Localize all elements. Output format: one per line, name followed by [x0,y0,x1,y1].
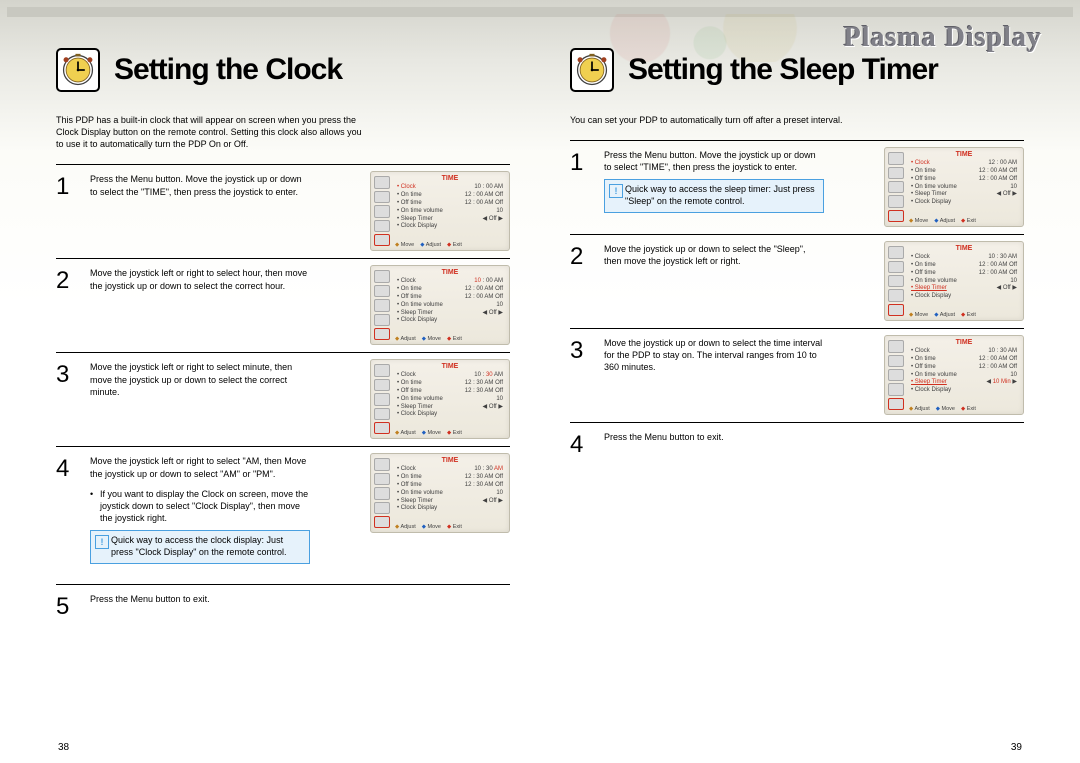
osd-screenshot: TIME• Clock10 : 00 AM• On time12 : 00 AM… [370,171,510,251]
page-spread: Setting the Clock This PDP has a built-in… [56,48,1024,737]
osd-screenshot: TIME• Clock10 : 30 AM• On time12 : 00 AM… [884,241,1024,321]
step-text: Move the joystick left or right to selec… [90,267,310,332]
tip-box: Quick way to access the clock display: J… [90,530,310,563]
step: 1Press the Menu button. Move the joystic… [56,164,510,258]
osd-screenshot: TIME• Clock10 : 00 AM• On time12 : 00 AM… [370,265,510,345]
step: 5 Press the Menu button to exit. [56,584,510,639]
step-text: Press the Menu button to exit. [604,431,824,457]
step: 2Move the joystick up or down to select … [570,234,1024,328]
page-number-right: 39 [1011,742,1022,753]
osd-footer: AdjustMoveExit [395,336,505,342]
step: 4Move the joystick left or right to sele… [56,446,510,583]
step-text: Move the joystick left or right to selec… [90,455,310,563]
osd-footer: MoveAdjustExit [909,218,1019,224]
osd-title: TIME [395,269,505,276]
steps-list: 1Press the Menu button. Move the joystic… [56,164,510,638]
osd-title: TIME [395,457,505,464]
steps-list: 1Press the Menu button. Move the joystic… [570,140,1024,477]
osd-footer: MoveAdjustExit [395,242,505,248]
section-header: Setting the Sleep Timer [570,48,1024,92]
step-number: 4 [56,455,78,563]
step-number: 3 [56,361,78,426]
osd-screenshot: TIME• Clock10 : 30 AM• On time12 : 00 AM… [884,335,1024,415]
osd-title: TIME [909,245,1019,252]
section-title: Setting the Clock [114,53,342,87]
section-header: Setting the Clock [56,48,510,92]
step: 1Press the Menu button. Move the joystic… [570,140,1024,234]
step-number: 4 [570,431,592,457]
osd-menu: TIME• Clock10 : 30 AM• On time12 : 00 AM… [907,242,1023,320]
step-text: Press the Menu button to exit. [90,593,310,619]
osd-icon-column [371,266,393,344]
osd-icon-column [371,360,393,438]
top-strip [7,7,1073,17]
step: 4 Press the Menu button to exit. [570,422,1024,477]
step: 3Move the joystick left or right to sele… [56,352,510,446]
step-text: Press the Menu button. Move the joystick… [90,173,310,238]
right-page: Setting the Sleep Timer You can set your … [570,48,1024,737]
osd-menu: TIME• Clock10 : 00 AM• On time12 : 00 AM… [393,172,509,250]
step: 2Move the joystick left or right to sele… [56,258,510,352]
osd-icon-column [371,454,393,532]
intro-text: You can set your PDP to automatically tu… [570,114,1024,126]
osd-menu: TIME• Clock10 : 30 AM• On time12 : 30 AM… [393,360,509,438]
osd-menu: TIME• Clock12 : 00 AM• On time12 : 00 AM… [907,148,1023,226]
osd-menu: TIME• Clock10 : 00 AM• On time12 : 00 AM… [393,266,509,344]
osd-screenshot: TIME• Clock12 : 00 AM• On time12 : 00 AM… [884,147,1024,227]
left-page: Setting the Clock This PDP has a built-in… [56,48,510,737]
clock-icon [56,48,100,92]
step-text: Move the joystick up or down to select t… [604,337,824,402]
step-number: 2 [56,267,78,332]
osd-menu: TIME• Clock10 : 30 AM• On time12 : 30 AM… [393,454,509,532]
osd-footer: AdjustMoveExit [395,430,505,436]
step-number: 5 [56,593,78,619]
tip-box: Quick way to access the sleep timer: Jus… [604,179,824,212]
osd-footer: MoveAdjustExit [909,312,1019,318]
intro-text: This PDP has a built-in clock that will … [56,114,510,150]
step-subnote: If you want to display the Clock on scre… [90,488,310,524]
step-number: 2 [570,243,592,308]
step-number: 1 [570,149,592,214]
osd-title: TIME [395,363,505,370]
osd-title: TIME [909,339,1019,346]
step-text: Move the joystick up or down to select t… [604,243,824,308]
osd-footer: AdjustMoveExit [909,406,1019,412]
clock-icon [570,48,614,92]
step: 3Move the joystick up or down to select … [570,328,1024,422]
step-number: 3 [570,337,592,402]
osd-footer: AdjustMoveExit [395,524,505,530]
osd-title: TIME [909,151,1019,158]
osd-screenshot: TIME• Clock10 : 30 AM• On time12 : 30 AM… [370,359,510,439]
osd-screenshot: TIME• Clock10 : 30 AM• On time12 : 30 AM… [370,453,510,533]
osd-title: TIME [395,175,505,182]
osd-icon-column [885,148,907,226]
page-number-left: 38 [58,742,69,753]
osd-icon-column [371,172,393,250]
step-text: Press the Menu button. Move the joystick… [604,149,824,214]
step-number: 1 [56,173,78,238]
step-text: Move the joystick left or right to selec… [90,361,310,426]
osd-menu: TIME• Clock10 : 30 AM• On time12 : 00 AM… [907,336,1023,414]
section-title: Setting the Sleep Timer [628,53,938,87]
osd-icon-column [885,336,907,414]
osd-icon-column [885,242,907,320]
